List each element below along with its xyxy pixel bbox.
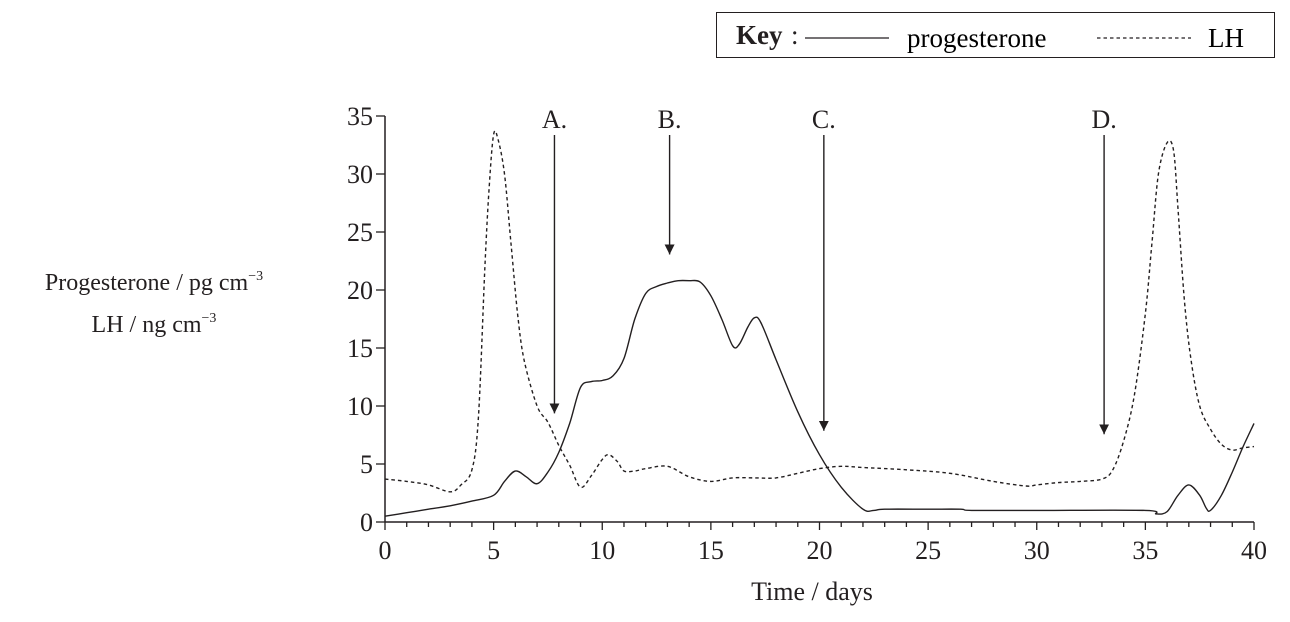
y-tick-label: 30 (347, 160, 373, 189)
x-tick-label: 0 (379, 536, 392, 565)
y-tick-label: 5 (360, 450, 373, 479)
y-tick-label: 35 (347, 102, 373, 131)
y-tick-label: 0 (360, 508, 373, 537)
x-tick-label: 10 (589, 536, 615, 565)
x-tick-label: 40 (1241, 536, 1267, 565)
x-tick-label: 20 (807, 536, 833, 565)
axes: 0 5 10 15 20 25 30 35 40 0 5 10 15 20 25 30 35 (347, 102, 1267, 565)
x-tick-label: 15 (698, 536, 724, 565)
plot-area (385, 131, 1254, 516)
y-tick-label: 15 (347, 334, 373, 363)
x-tick-label: 5 (487, 536, 500, 565)
y-tick-label: 10 (347, 392, 373, 421)
x-tick-label: 25 (915, 536, 941, 565)
annotation-label: C. (812, 105, 836, 134)
x-tick-label: 30 (1024, 536, 1050, 565)
annotation-label: D. (1091, 105, 1116, 134)
y-tick-label: 25 (347, 218, 373, 247)
x-tick-label: 35 (1132, 536, 1158, 565)
series-line-progesterone (385, 280, 1254, 516)
annotation-label: B. (658, 105, 682, 134)
annotations: A. B. C. D. (542, 105, 1117, 434)
series-line-lh (385, 131, 1254, 492)
annotation-label: A. (542, 105, 567, 134)
y-tick-label: 20 (347, 276, 373, 305)
x-axis-label: Time / days (751, 577, 873, 606)
